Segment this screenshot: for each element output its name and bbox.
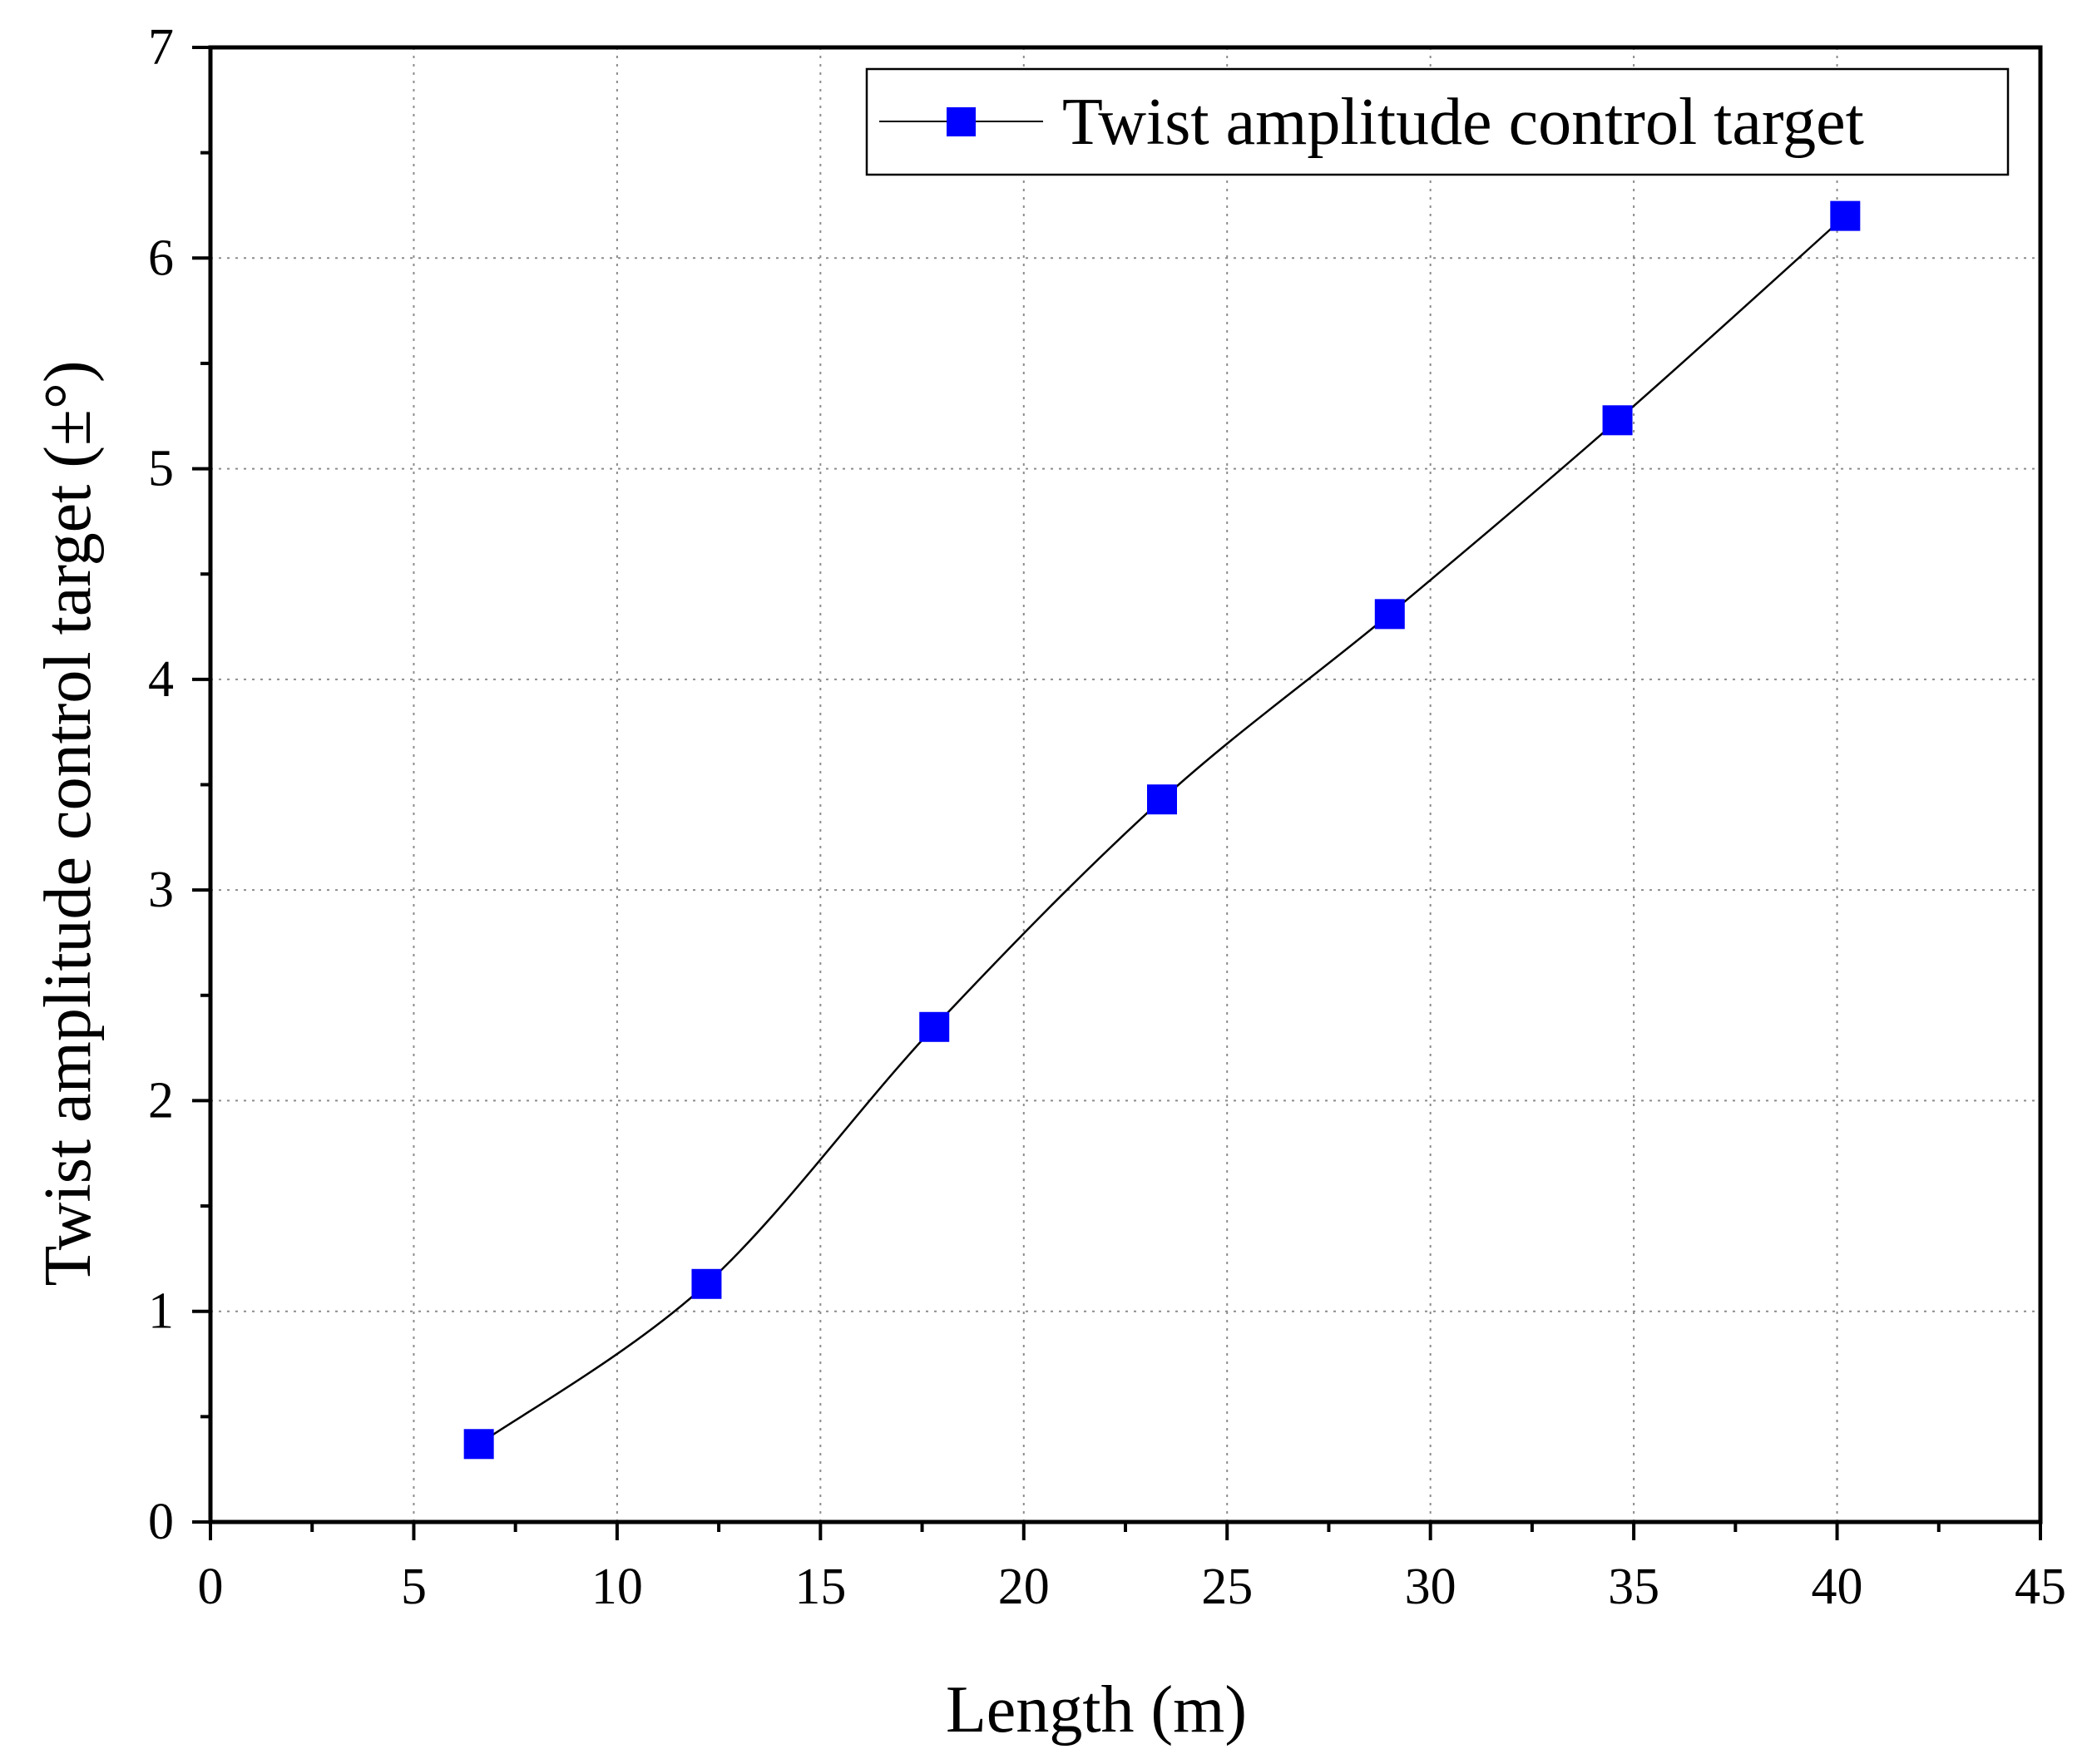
axis-ticks: [192, 46, 2042, 1540]
y-axis-title: Twist amplitude control target (±°): [32, 360, 105, 1286]
x-tick-label: 45: [2015, 1559, 2066, 1615]
legend-label: Twist amplitude control target: [1062, 86, 1864, 159]
x-tick-label: 0: [198, 1559, 224, 1615]
y-tick-label: 0: [148, 1494, 174, 1550]
y-tick-label: 6: [148, 230, 174, 286]
x-tick-label: 35: [1608, 1559, 1659, 1615]
data-point: [1602, 405, 1633, 436]
data-point: [919, 1011, 950, 1042]
y-tick-label: 1: [148, 1283, 174, 1340]
y-tick-label: 4: [148, 651, 174, 708]
x-tick-label: 40: [1812, 1559, 1863, 1615]
legend-box: [865, 67, 2010, 176]
grid: [210, 47, 2040, 1522]
x-tick-label: 30: [1405, 1559, 1456, 1615]
marker-layer: [463, 200, 1861, 1460]
legend-marker: [947, 107, 976, 136]
data-point: [1147, 784, 1177, 815]
legend: Twist amplitude control target: [865, 67, 2010, 176]
data-point: [691, 1268, 722, 1299]
series-line: [477, 215, 1847, 1445]
x-tick-label: 15: [794, 1559, 846, 1615]
x-tick-label: 5: [401, 1559, 427, 1615]
x-tick-label: 20: [998, 1559, 1050, 1615]
y-tick-label: 3: [148, 862, 174, 918]
x-axis-title: Length (m): [946, 1673, 1247, 1747]
y-tick-label: 7: [148, 19, 174, 76]
curve-layer: [477, 215, 1847, 1445]
data-point: [1830, 200, 1861, 231]
y-tick-label: 2: [148, 1072, 174, 1129]
data-point: [1374, 599, 1405, 630]
plot-frame: [208, 45, 2043, 1524]
y-tick-label: 5: [148, 441, 174, 497]
x-tick-label: 25: [1201, 1559, 1253, 1615]
x-tick-label: 10: [591, 1559, 643, 1615]
data-point: [463, 1429, 494, 1460]
